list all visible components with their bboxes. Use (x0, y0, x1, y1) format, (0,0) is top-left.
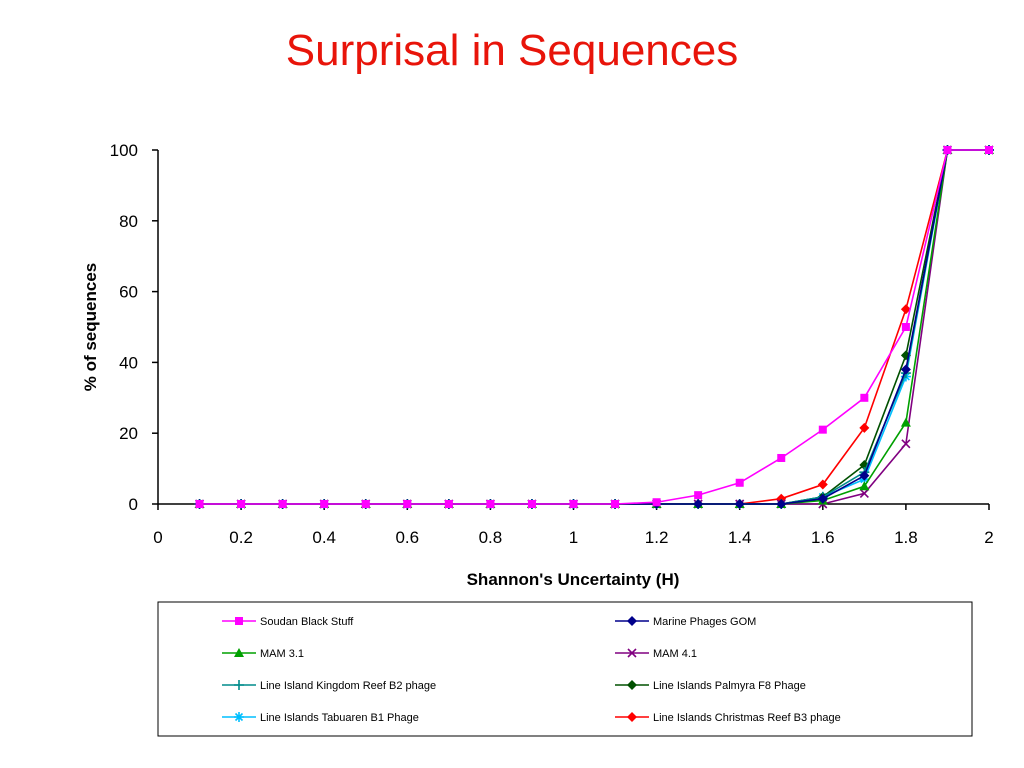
series-6 (194, 145, 994, 509)
legend-item: Line Islands Christmas Reef B3 phage (615, 712, 841, 724)
legend-item: Soudan Black Stuff (222, 616, 354, 628)
y-axis-title: % of sequences (81, 263, 100, 392)
series-0 (195, 146, 993, 508)
x-tick-label: 0.2 (229, 528, 253, 547)
legend-item: MAM 4.1 (615, 648, 697, 660)
x-axis-title: Shannon's Uncertainty (H) (467, 570, 680, 589)
data-point (859, 481, 870, 491)
x-tick-label: 0.6 (395, 528, 419, 547)
data-point (361, 500, 370, 508)
data-point (734, 499, 745, 509)
data-point (859, 422, 870, 433)
series-line (199, 149, 989, 505)
chart-series (194, 145, 994, 509)
x-tick-label: 0.8 (479, 528, 503, 547)
data-point (278, 500, 287, 508)
x-tick-label: 1.6 (811, 528, 835, 547)
x-tick-label: 0 (153, 528, 162, 547)
data-point (860, 393, 869, 402)
data-point (403, 500, 412, 508)
legend-swatch-marker (234, 712, 244, 722)
y-tick-label: 80 (119, 212, 138, 231)
x-tick-label: 0.4 (312, 528, 336, 547)
x-tick-label: 1.4 (728, 528, 752, 547)
legend-label: MAM 4.1 (653, 648, 697, 660)
data-point (818, 425, 827, 434)
x-tick-label: 1.8 (894, 528, 918, 547)
data-point (444, 500, 453, 508)
legend-swatch-marker (627, 712, 637, 722)
legend-box (157, 601, 973, 737)
series-line (199, 149, 989, 505)
data-point (237, 500, 246, 508)
slide-title: Surprisal in Sequences (285, 26, 739, 75)
y-tick-label: 60 (119, 283, 138, 302)
legend-label: MAM 3.1 (260, 648, 304, 660)
data-point (776, 499, 787, 509)
legend-label: Soudan Black Stuff (260, 616, 354, 628)
y-tick-label: 0 (129, 495, 138, 514)
chart-legend: Soudan Black Stuff Marine Phages GOM MAM 3… (157, 601, 973, 737)
y-tick-label: 20 (119, 424, 138, 443)
data-point (527, 500, 536, 508)
legend-item: MAM 3.1 (222, 648, 304, 660)
y-tick-label: 100 (110, 141, 138, 160)
legend-item: Line Islands Palmyra F8 Phage (615, 680, 806, 692)
legend-swatch-marker (627, 680, 637, 690)
data-point (569, 500, 578, 508)
legend-item: Line Island Kingdom Reef B2 phage (222, 680, 436, 692)
x-tick-label: 1 (569, 528, 578, 547)
data-point (693, 499, 704, 509)
data-point (900, 417, 911, 427)
legend-swatch-marker (235, 617, 243, 625)
series-line (199, 149, 989, 505)
legend-label: Line Islands Christmas Reef B3 phage (653, 712, 841, 724)
data-point (900, 304, 911, 315)
legend-item: Line Islands Tabuaren B1 Phage (222, 712, 419, 724)
data-point (320, 500, 329, 508)
data-point (777, 453, 786, 462)
data-point (859, 488, 869, 498)
data-point (901, 439, 911, 449)
legend-label: Marine Phages GOM (653, 616, 756, 628)
data-point (900, 364, 911, 375)
data-point (901, 323, 910, 331)
data-point (943, 146, 952, 154)
chart-axes (157, 150, 989, 505)
data-point (859, 470, 870, 481)
data-point (694, 491, 703, 500)
data-point (817, 493, 828, 504)
data-point (486, 500, 495, 508)
data-point (817, 479, 828, 490)
series-line (199, 149, 989, 505)
series-line (199, 149, 989, 505)
legend-label: Line Islands Palmyra F8 Phage (653, 680, 806, 692)
data-point (985, 146, 993, 154)
y-tick-label: 40 (119, 353, 138, 372)
legend-swatch-marker (627, 616, 637, 626)
x-tick-label: 1.2 (645, 528, 669, 547)
legend-item: Marine Phages GOM (615, 616, 756, 628)
legend-label: Line Island Kingdom Reef B2 phage (260, 680, 436, 692)
series-line (199, 149, 989, 505)
data-point (611, 500, 620, 508)
legend-label: Line Islands Tabuaren B1 Phage (260, 712, 419, 724)
data-point (735, 478, 744, 487)
x-tick-label: 2 (984, 528, 993, 547)
data-point (652, 498, 661, 507)
series-line (199, 149, 989, 505)
data-point (195, 500, 204, 508)
legend-swatch-marker (234, 648, 244, 657)
legend-swatch-marker (234, 680, 244, 690)
legend-swatch-marker (627, 648, 637, 658)
series-line (199, 149, 989, 505)
